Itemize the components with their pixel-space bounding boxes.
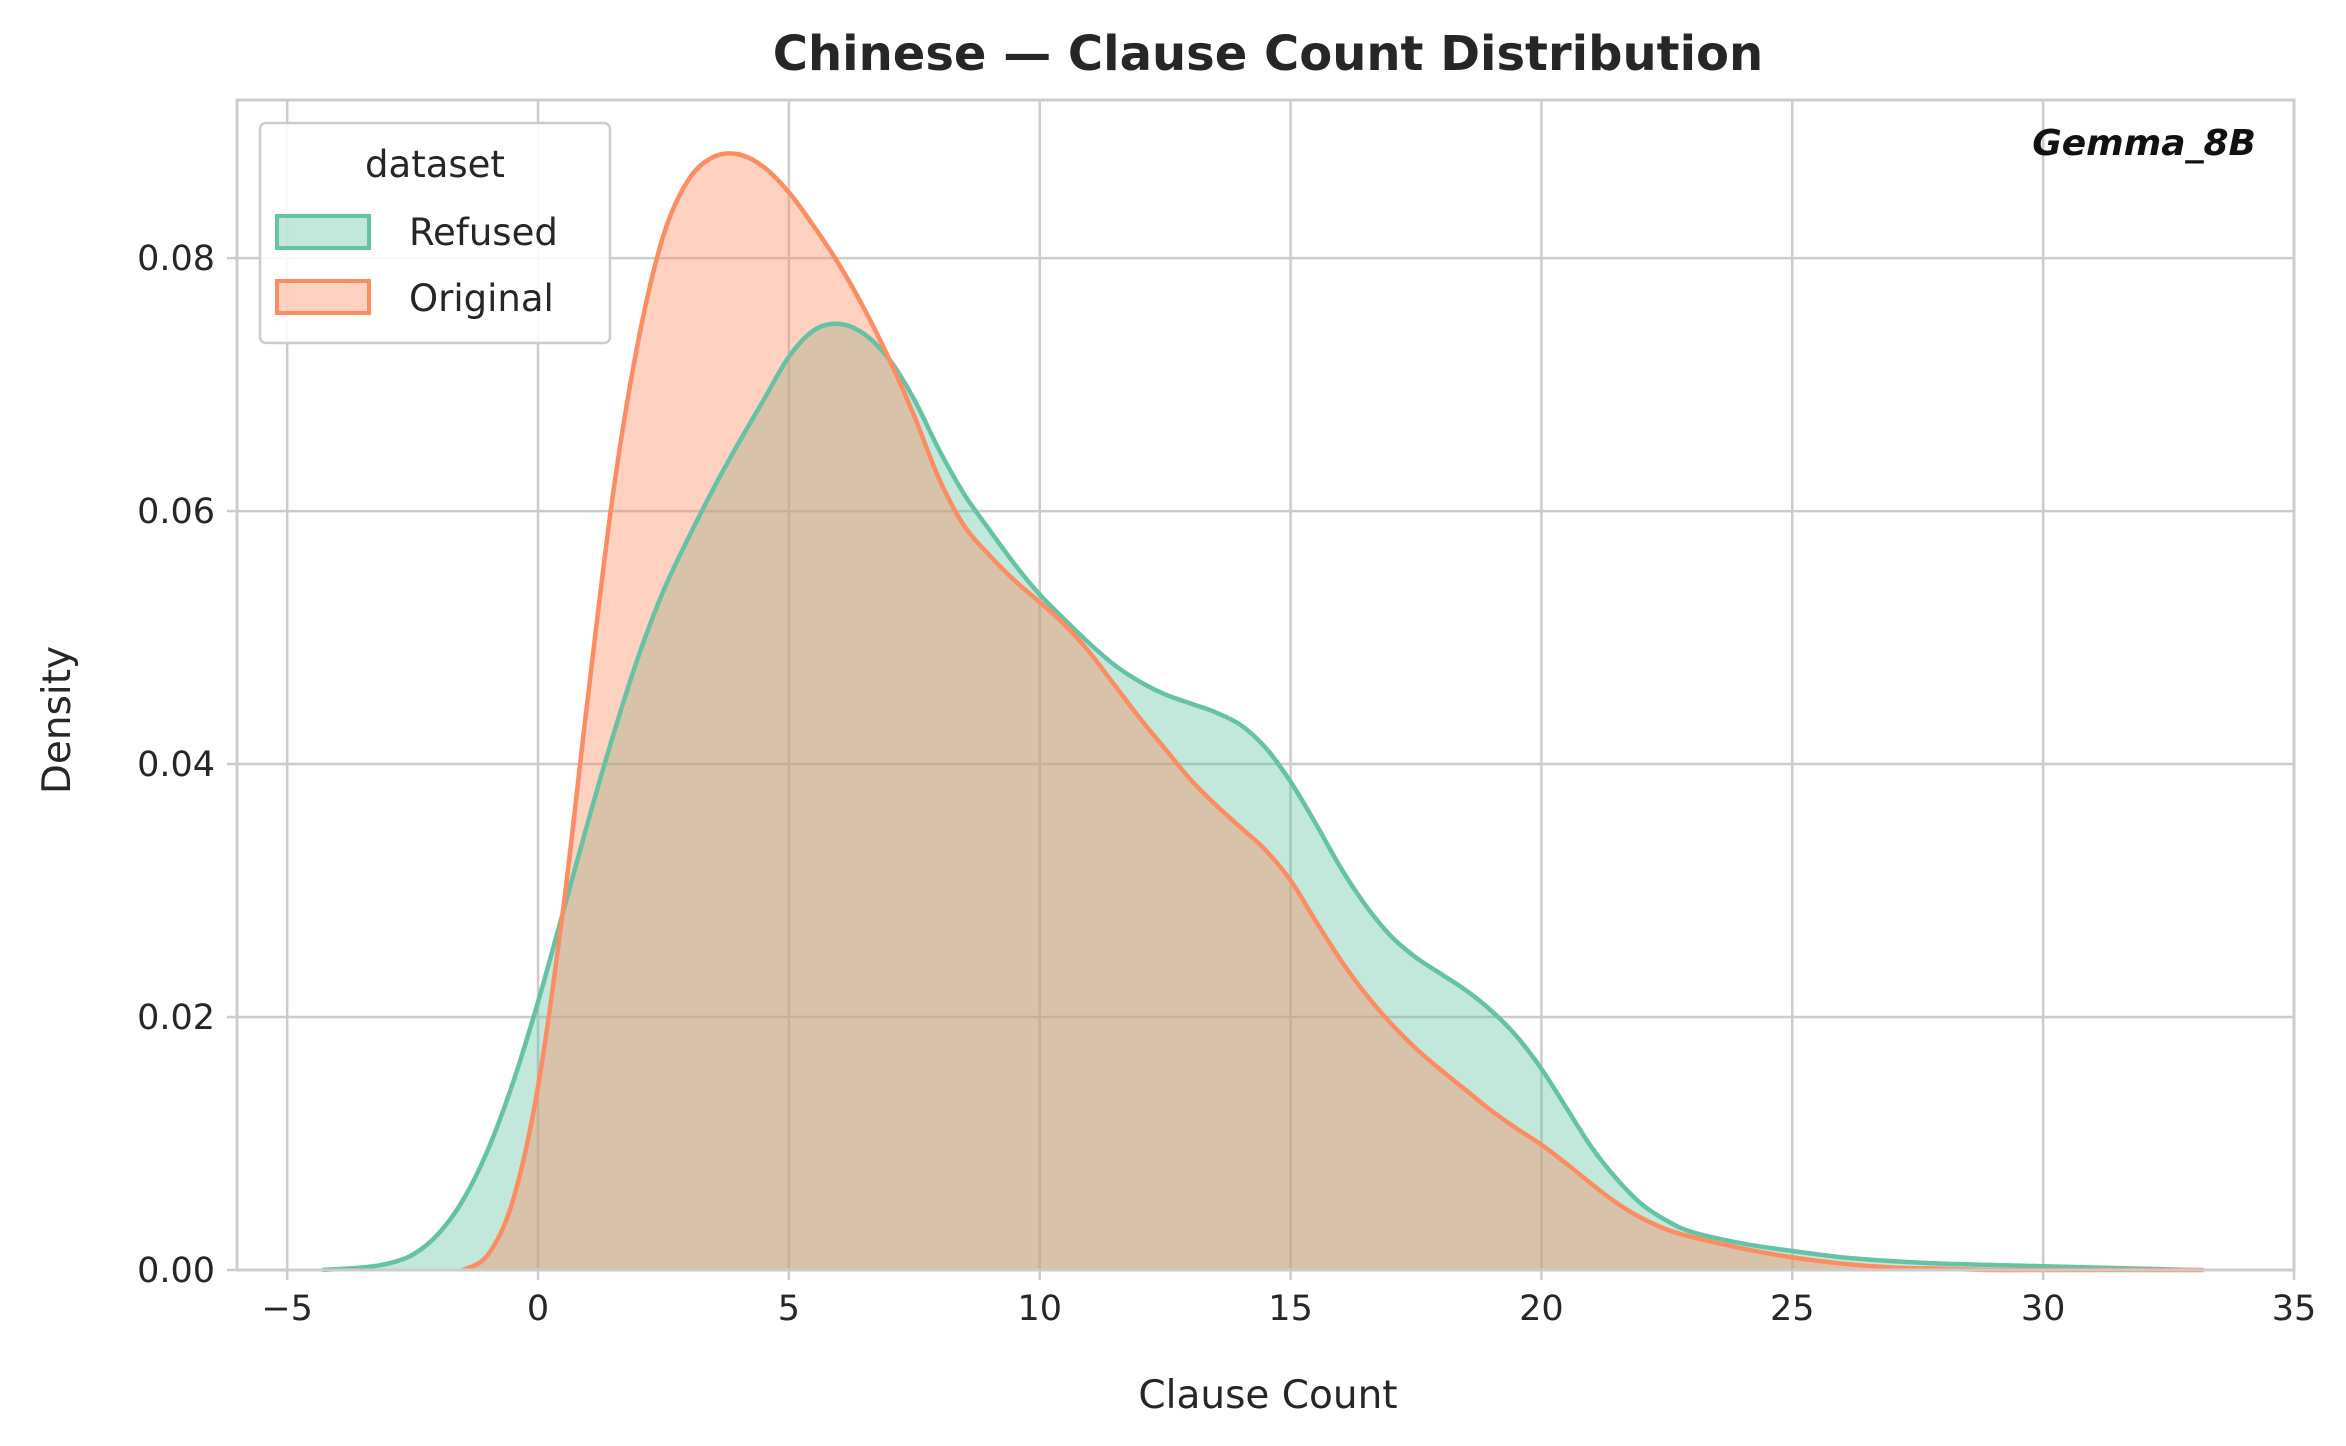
density-area-original [462,153,2204,1271]
y-tick-label: 0.02 [137,998,215,1038]
legend-label-refused: Refused [409,211,558,254]
density-areas [322,153,2204,1271]
legend-label-original: Original [409,277,554,320]
x-tick-label: 30 [2021,1289,2066,1329]
x-axis-ticks: −5 0 5 10 15 20 25 30 35 [261,1270,2316,1329]
legend: dataset Refused Original [258,121,612,345]
density-line-refused [322,321,2194,1273]
legend-swatch-refused [275,214,371,250]
density-line-original [461,151,2204,1273]
x-tick-label: 5 [778,1289,800,1329]
x-tick-label: 25 [1770,1289,1815,1329]
model-annotation: Gemma_8B [2032,123,2256,164]
x-tick-label: 10 [1017,1289,1062,1329]
y-axis-label: Density [35,646,80,794]
y-axis-ticks: 0.00 0.02 0.04 0.06 0.08 [137,239,237,1291]
x-tick-label: 35 [2272,1289,2317,1329]
legend-title: dataset [365,143,505,186]
y-tick-label: 0.00 [137,1251,215,1291]
plot-frame [235,98,2296,1272]
y-tick-label: 0.04 [137,745,215,785]
density-area-refused [322,323,2194,1270]
y-tick-label: 0.06 [137,492,215,532]
x-tick-label: 20 [1519,1289,1564,1329]
x-axis-label: Clause Count [1138,1373,1397,1418]
density-lines [322,151,2204,1273]
x-tick-label: −5 [261,1289,313,1329]
legend-frame [258,121,612,345]
x-tick-label: 15 [1268,1289,1313,1329]
chart-title: Chinese — Clause Count Distribution [773,26,1763,82]
x-tick-label: 0 [527,1289,549,1329]
legend-swatch-original [275,279,371,315]
y-tick-label: 0.08 [137,239,215,279]
